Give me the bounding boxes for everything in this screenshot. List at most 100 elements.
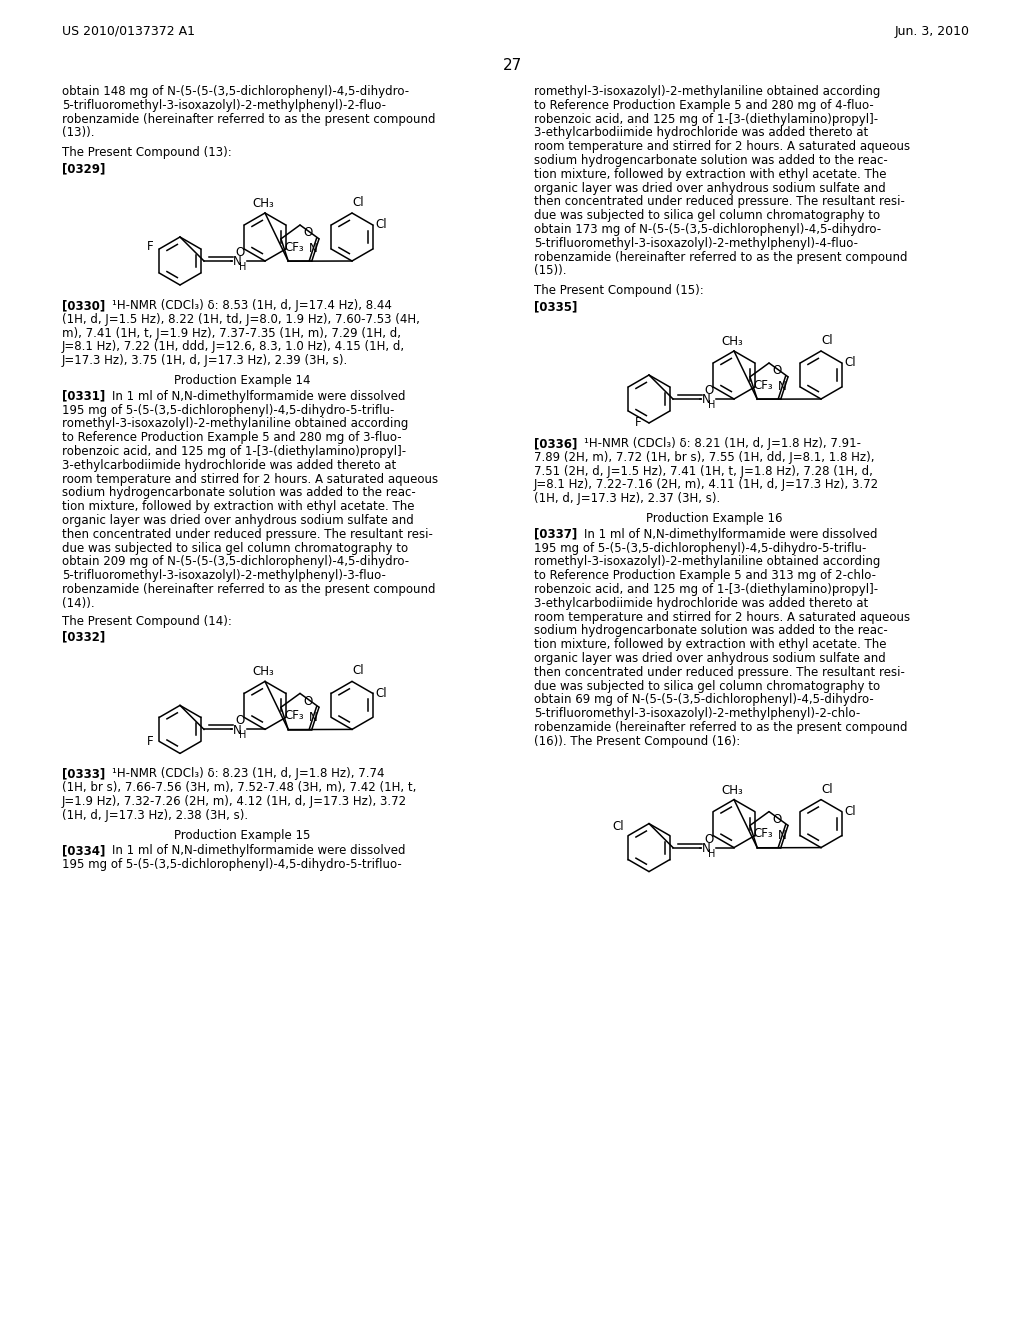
Text: obtain 148 mg of N-(5-(5-(3,5-dichlorophenyl)-4,5-dihydro-: obtain 148 mg of N-(5-(5-(3,5-dichloroph… <box>62 84 410 98</box>
Text: robenzamide (hereinafter referred to as the present compound: robenzamide (hereinafter referred to as … <box>534 721 907 734</box>
Text: 7.51 (2H, d, J=1.5 Hz), 7.41 (1H, t, J=1.8 Hz), 7.28 (1H, d,: 7.51 (2H, d, J=1.5 Hz), 7.41 (1H, t, J=1… <box>534 465 872 478</box>
Text: CH₃: CH₃ <box>252 197 273 210</box>
Text: room temperature and stirred for 2 hours. A saturated aqueous: room temperature and stirred for 2 hours… <box>534 611 910 623</box>
Text: CF₃: CF₃ <box>753 828 772 841</box>
Text: Production Example 15: Production Example 15 <box>174 829 310 842</box>
Text: The Present Compound (13):: The Present Compound (13): <box>62 147 231 160</box>
Text: organic layer was dried over anhydrous sodium sulfate and: organic layer was dried over anhydrous s… <box>534 652 886 665</box>
Text: Cl: Cl <box>821 334 833 347</box>
Text: N: N <box>777 380 786 393</box>
Text: [0335]: [0335] <box>534 300 578 313</box>
Text: [0330]: [0330] <box>62 300 105 312</box>
Text: Jun. 3, 2010: Jun. 3, 2010 <box>895 25 970 38</box>
Text: The Present Compound (15):: The Present Compound (15): <box>534 284 703 297</box>
Text: Cl: Cl <box>352 664 364 677</box>
Text: Production Example 16: Production Example 16 <box>646 512 782 525</box>
Text: Cl: Cl <box>352 195 364 209</box>
Text: robenzamide (hereinafter referred to as the present compound: robenzamide (hereinafter referred to as … <box>62 583 435 597</box>
Text: room temperature and stirred for 2 hours. A saturated aqueous: room temperature and stirred for 2 hours… <box>534 140 910 153</box>
Text: CF₃: CF₃ <box>753 379 772 392</box>
Text: 3-ethylcarbodiimide hydrochloride was added thereto at: 3-ethylcarbodiimide hydrochloride was ad… <box>62 459 396 471</box>
Text: N: N <box>308 710 317 723</box>
Text: obtain 69 mg of N-(5-(5-(3,5-dichlorophenyl)-4,5-dihydro-: obtain 69 mg of N-(5-(5-(3,5-dichlorophe… <box>534 693 873 706</box>
Text: N: N <box>232 256 242 268</box>
Text: N: N <box>701 842 711 855</box>
Text: due was subjected to silica gel column chromatography to: due was subjected to silica gel column c… <box>534 209 880 222</box>
Text: Cl: Cl <box>845 356 856 370</box>
Text: room temperature and stirred for 2 hours. A saturated aqueous: room temperature and stirred for 2 hours… <box>62 473 438 486</box>
Text: to Reference Production Example 5 and 313 mg of 2-chlo-: to Reference Production Example 5 and 31… <box>534 569 876 582</box>
Text: O: O <box>705 384 714 397</box>
Text: (14)).: (14)). <box>62 597 94 610</box>
Text: organic layer was dried over anhydrous sodium sulfate and: organic layer was dried over anhydrous s… <box>534 182 886 194</box>
Text: J=8.1 Hz), 7.22 (1H, ddd, J=12.6, 8.3, 1.0 Hz), 4.15 (1H, d,: J=8.1 Hz), 7.22 (1H, ddd, J=12.6, 8.3, 1… <box>62 341 406 354</box>
Text: then concentrated under reduced pressure. The resultant resi-: then concentrated under reduced pressure… <box>534 195 905 209</box>
Text: [0337]: [0337] <box>534 528 578 541</box>
Text: F: F <box>146 735 154 748</box>
Text: robenzamide (hereinafter referred to as the present compound: robenzamide (hereinafter referred to as … <box>534 251 907 264</box>
Text: J=1.9 Hz), 7.32-7.26 (2H, m), 4.12 (1H, d, J=17.3 Hz), 3.72: J=1.9 Hz), 7.32-7.26 (2H, m), 4.12 (1H, … <box>62 795 408 808</box>
Text: In 1 ml of N,N-dimethylformamide were dissolved: In 1 ml of N,N-dimethylformamide were di… <box>584 528 878 541</box>
Text: O: O <box>234 714 245 727</box>
Text: [0336]: [0336] <box>534 437 578 450</box>
Text: due was subjected to silica gel column chromatography to: due was subjected to silica gel column c… <box>62 541 409 554</box>
Text: O: O <box>772 813 781 826</box>
Text: 5-trifluoromethyl-3-isoxazolyl)-2-methylphenyl)-2-chlo-: 5-trifluoromethyl-3-isoxazolyl)-2-methyl… <box>534 708 860 721</box>
Text: tion mixture, followed by extraction with ethyl acetate. The: tion mixture, followed by extraction wit… <box>534 168 887 181</box>
Text: (16)). The Present Compound (16):: (16)). The Present Compound (16): <box>534 735 740 748</box>
Text: [0333]: [0333] <box>62 767 105 780</box>
Text: robenzoic acid, and 125 mg of 1-[3-(diethylamino)propyl]-: robenzoic acid, and 125 mg of 1-[3-(diet… <box>62 445 407 458</box>
Text: [0331]: [0331] <box>62 389 105 403</box>
Text: then concentrated under reduced pressure. The resultant resi-: then concentrated under reduced pressure… <box>62 528 433 541</box>
Text: 27: 27 <box>503 58 521 73</box>
Text: Cl: Cl <box>376 686 387 700</box>
Text: robenzoic acid, and 125 mg of 1-[3-(diethylamino)propyl]-: robenzoic acid, and 125 mg of 1-[3-(diet… <box>534 112 879 125</box>
Text: N: N <box>701 393 711 407</box>
Text: O: O <box>705 833 714 846</box>
Text: Cl: Cl <box>376 219 387 231</box>
Text: Cl: Cl <box>612 820 625 833</box>
Text: Production Example 14: Production Example 14 <box>174 374 310 387</box>
Text: O: O <box>234 246 245 259</box>
Text: [0329]: [0329] <box>62 162 105 176</box>
Text: (15)).: (15)). <box>534 264 566 277</box>
Text: CH₃: CH₃ <box>721 335 742 348</box>
Text: 5-trifluoromethyl-3-isoxazolyl)-2-methylphenyl)-4-fluo-: 5-trifluoromethyl-3-isoxazolyl)-2-methyl… <box>534 236 858 249</box>
Text: sodium hydrogencarbonate solution was added to the reac-: sodium hydrogencarbonate solution was ad… <box>62 486 416 499</box>
Text: O: O <box>303 694 312 708</box>
Text: 7.89 (2H, m), 7.72 (1H, br s), 7.55 (1H, dd, J=8.1, 1.8 Hz),: 7.89 (2H, m), 7.72 (1H, br s), 7.55 (1H,… <box>534 451 874 463</box>
Text: In 1 ml of N,N-dimethylformamide were dissolved: In 1 ml of N,N-dimethylformamide were di… <box>112 845 406 858</box>
Text: organic layer was dried over anhydrous sodium sulfate and: organic layer was dried over anhydrous s… <box>62 513 414 527</box>
Text: robenzoic acid, and 125 mg of 1-[3-(diethylamino)propyl]-: robenzoic acid, and 125 mg of 1-[3-(diet… <box>534 583 879 597</box>
Text: 3-ethylcarbodiimide hydrochloride was added thereto at: 3-ethylcarbodiimide hydrochloride was ad… <box>534 127 868 140</box>
Text: romethyl-3-isoxazolyl)-2-methylaniline obtained according: romethyl-3-isoxazolyl)-2-methylaniline o… <box>534 84 881 98</box>
Text: The Present Compound (14):: The Present Compound (14): <box>62 615 231 627</box>
Text: 195 mg of 5-(5-(3,5-dichlorophenyl)-4,5-dihydro-5-triflu-: 195 mg of 5-(5-(3,5-dichlorophenyl)-4,5-… <box>62 404 394 417</box>
Text: F: F <box>146 240 154 253</box>
Text: to Reference Production Example 5 and 280 mg of 3-fluo-: to Reference Production Example 5 and 28… <box>62 432 401 445</box>
Text: In 1 ml of N,N-dimethylformamide were dissolved: In 1 ml of N,N-dimethylformamide were di… <box>112 389 406 403</box>
Text: US 2010/0137372 A1: US 2010/0137372 A1 <box>62 25 195 38</box>
Text: O: O <box>303 227 312 239</box>
Text: tion mixture, followed by extraction with ethyl acetate. The: tion mixture, followed by extraction wit… <box>62 500 415 513</box>
Text: N: N <box>777 829 786 842</box>
Text: sodium hydrogencarbonate solution was added to the reac-: sodium hydrogencarbonate solution was ad… <box>534 154 888 168</box>
Text: N: N <box>308 243 317 255</box>
Text: obtain 209 mg of N-(5-(5-(3,5-dichlorophenyl)-4,5-dihydro-: obtain 209 mg of N-(5-(5-(3,5-dichloroph… <box>62 556 410 569</box>
Text: 5-trifluoromethyl-3-isoxazolyl)-2-methylphenyl)-2-fluo-: 5-trifluoromethyl-3-isoxazolyl)-2-methyl… <box>62 99 386 112</box>
Text: J=17.3 Hz), 3.75 (1H, d, J=17.3 Hz), 2.39 (3H, s).: J=17.3 Hz), 3.75 (1H, d, J=17.3 Hz), 2.3… <box>62 354 348 367</box>
Text: 195 mg of 5-(5-(3,5-dichlorophenyl)-4,5-dihydro-5-trifluo-: 195 mg of 5-(5-(3,5-dichlorophenyl)-4,5-… <box>62 858 401 871</box>
Text: 195 mg of 5-(5-(3,5-dichlorophenyl)-4,5-dihydro-5-triflu-: 195 mg of 5-(5-(3,5-dichlorophenyl)-4,5-… <box>534 541 866 554</box>
Text: due was subjected to silica gel column chromatography to: due was subjected to silica gel column c… <box>534 680 880 693</box>
Text: m), 7.41 (1H, t, J=1.9 Hz), 7.37-7.35 (1H, m), 7.29 (1H, d,: m), 7.41 (1H, t, J=1.9 Hz), 7.37-7.35 (1… <box>62 326 401 339</box>
Text: ¹H-NMR (CDCl₃) δ: 8.23 (1H, d, J=1.8 Hz), 7.74: ¹H-NMR (CDCl₃) δ: 8.23 (1H, d, J=1.8 Hz)… <box>112 767 384 780</box>
Text: sodium hydrogencarbonate solution was added to the reac-: sodium hydrogencarbonate solution was ad… <box>534 624 888 638</box>
Text: (1H, d, J=17.3 Hz), 2.37 (3H, s).: (1H, d, J=17.3 Hz), 2.37 (3H, s). <box>534 492 720 506</box>
Text: robenzamide (hereinafter referred to as the present compound: robenzamide (hereinafter referred to as … <box>62 112 435 125</box>
Text: CF₃: CF₃ <box>284 240 303 253</box>
Text: Cl: Cl <box>845 805 856 818</box>
Text: 3-ethylcarbodiimide hydrochloride was added thereto at: 3-ethylcarbodiimide hydrochloride was ad… <box>534 597 868 610</box>
Text: obtain 173 mg of N-(5-(5-(3,5-dichlorophenyl)-4,5-dihydro-: obtain 173 mg of N-(5-(5-(3,5-dichloroph… <box>534 223 881 236</box>
Text: CF₃: CF₃ <box>284 709 303 722</box>
Text: [0332]: [0332] <box>62 631 105 643</box>
